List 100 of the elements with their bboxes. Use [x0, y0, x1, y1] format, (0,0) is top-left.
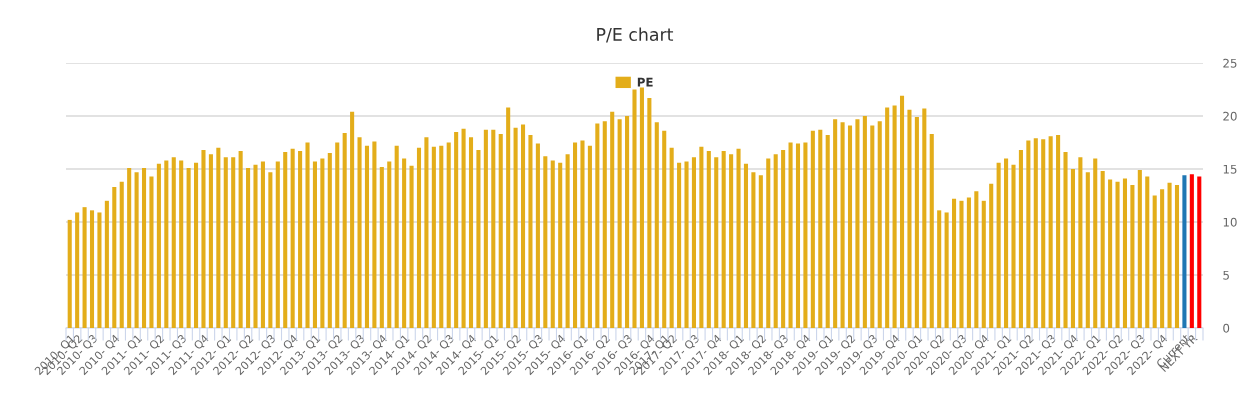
bar [350, 111, 355, 328]
bar [714, 157, 719, 328]
bar [171, 157, 176, 328]
bar [981, 200, 986, 328]
bar [260, 161, 265, 328]
bar [89, 210, 95, 328]
bar [1167, 182, 1172, 328]
bar [461, 128, 466, 328]
y-tick-label: 20 [1223, 111, 1237, 121]
bar [246, 167, 251, 328]
bar [952, 198, 957, 328]
bar [1189, 174, 1194, 328]
bar [573, 142, 578, 328]
bar [520, 124, 526, 328]
bar [870, 125, 875, 328]
bar [803, 142, 808, 328]
bar [937, 210, 942, 328]
bar [364, 145, 370, 328]
bar [1056, 135, 1061, 328]
bar [357, 137, 362, 328]
bar [394, 145, 399, 328]
bar [1063, 152, 1068, 328]
bar [528, 135, 533, 328]
bar [959, 200, 964, 328]
bar [268, 172, 273, 328]
bar [840, 122, 845, 328]
bar [179, 160, 184, 328]
bar [327, 153, 332, 328]
bar [1011, 164, 1016, 328]
bar [1130, 184, 1135, 328]
bar [238, 150, 243, 328]
bar [119, 181, 124, 328]
bar [424, 137, 429, 328]
bar [1093, 158, 1098, 328]
bar [699, 146, 704, 328]
bar [141, 167, 147, 328]
bar [625, 116, 630, 328]
bar [662, 130, 667, 328]
bar [751, 172, 756, 328]
bar [996, 162, 1001, 328]
bar [758, 175, 763, 328]
bar [164, 160, 169, 328]
bar [1174, 184, 1180, 328]
legend-label: PE [637, 77, 653, 87]
bar [335, 142, 340, 328]
bar [654, 122, 659, 328]
bar [402, 158, 407, 328]
bar [669, 147, 674, 328]
bar [877, 121, 882, 328]
bar [208, 154, 213, 328]
bar [535, 143, 540, 328]
bar [1197, 176, 1202, 328]
bar [825, 135, 830, 328]
bar [639, 87, 644, 328]
bar [677, 162, 682, 328]
bar [795, 143, 801, 328]
bar [1004, 158, 1009, 328]
bar [1145, 176, 1150, 328]
y-tick-label: 10 [1223, 217, 1237, 227]
bar [387, 161, 392, 328]
bar [75, 212, 80, 328]
bar [892, 105, 897, 328]
bar [104, 200, 109, 328]
bar [781, 149, 786, 328]
bar [632, 89, 637, 328]
bar [446, 142, 451, 328]
bar [914, 117, 919, 328]
bar [156, 163, 161, 328]
chart-title: P/E chart [597, 27, 674, 43]
bar [773, 154, 778, 328]
bar [974, 191, 979, 328]
bar [186, 167, 191, 328]
bar [899, 95, 905, 328]
bar [743, 163, 749, 328]
bar [201, 149, 206, 328]
bar [1137, 170, 1142, 328]
bar [1115, 181, 1120, 328]
bar [454, 131, 459, 328]
bar [231, 157, 236, 328]
bar [320, 158, 325, 328]
bar [966, 197, 971, 328]
bar [907, 109, 912, 328]
bar [82, 207, 87, 328]
bar [491, 129, 496, 328]
bar [617, 119, 622, 328]
bar [721, 150, 726, 328]
bar [766, 158, 771, 328]
bar [194, 162, 199, 328]
bar [684, 161, 689, 328]
bar [847, 125, 853, 328]
bar [290, 148, 295, 328]
bar [439, 145, 444, 328]
bar [788, 142, 793, 328]
bar [283, 152, 288, 328]
bar [565, 154, 570, 328]
bar [558, 162, 563, 328]
bar [476, 149, 481, 328]
bar [855, 119, 860, 328]
bar [1070, 169, 1075, 328]
y-tick-label: 25 [1223, 58, 1237, 68]
